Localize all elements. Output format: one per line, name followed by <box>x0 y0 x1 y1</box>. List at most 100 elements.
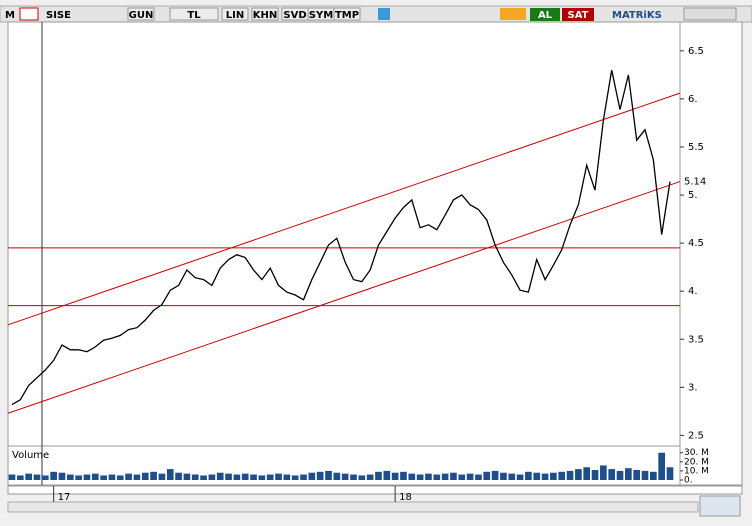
volume-bar <box>575 469 582 480</box>
buy-button[interactable] <box>530 8 560 21</box>
volume-bar <box>491 470 499 480</box>
volume-bar <box>625 468 632 480</box>
volume-bar <box>83 474 91 480</box>
volume-bar <box>341 473 349 480</box>
volume-bar <box>91 473 99 480</box>
volume-bar <box>400 471 407 480</box>
volume-bar <box>283 474 291 480</box>
y-tick-label: 4. <box>688 286 698 297</box>
volume-bar <box>33 474 41 480</box>
volume-bar <box>291 475 299 480</box>
toolbar-button[interactable] <box>251 7 279 21</box>
volume-bar <box>16 475 24 480</box>
toolbar-button-label[interactable]: GUN <box>129 10 154 21</box>
toolbar-button[interactable] <box>169 7 219 21</box>
sell-button[interactable] <box>562 8 594 21</box>
toolbar-button[interactable] <box>221 7 249 21</box>
volume-bar <box>425 473 432 480</box>
symbol[interactable]: SISE <box>46 10 71 21</box>
y-tick-label: 5.5 <box>688 142 704 153</box>
toolbar-button-label[interactable]: TL <box>187 10 201 21</box>
volume-bar <box>108 474 116 480</box>
volume-bar <box>125 473 132 480</box>
x-tick-label: 18 <box>399 492 412 503</box>
volume-bar <box>525 471 532 480</box>
channel-line <box>7 181 681 414</box>
volume-bar <box>441 473 449 480</box>
volume-bar <box>558 471 566 480</box>
twitter-button[interactable] <box>378 8 390 20</box>
toolbar-button-label[interactable]: SVD <box>283 10 306 21</box>
volume-label: Volume <box>12 450 49 461</box>
volume-bar <box>416 474 424 480</box>
volume-bar <box>483 471 491 480</box>
nav-buttons[interactable] <box>699 495 741 517</box>
window-controls[interactable] <box>683 7 737 21</box>
volume-bar <box>241 473 249 480</box>
volume-bar <box>666 467 674 480</box>
volume-bar <box>41 475 49 480</box>
volume-tick-label: 0. <box>684 476 693 486</box>
y-tick-label: 6. <box>688 94 698 105</box>
volume-bar <box>208 474 216 480</box>
volume-bar <box>433 474 441 480</box>
volume-bar <box>266 474 274 480</box>
volume-bar <box>658 452 666 480</box>
volume-bar <box>408 473 416 480</box>
volume-bar <box>100 475 107 480</box>
volume-bar <box>475 474 482 480</box>
volume-bar <box>308 472 316 480</box>
cross-button[interactable] <box>19 7 39 21</box>
toolbar-button-label[interactable]: KHN <box>253 10 278 21</box>
volume-bar <box>233 474 241 480</box>
sell-label[interactable]: SAT <box>568 10 589 21</box>
volume-bar <box>391 472 399 480</box>
volume-bar <box>500 472 507 480</box>
volume-bar <box>141 472 149 480</box>
volume-bar <box>166 469 174 480</box>
volume-bar <box>66 474 74 480</box>
last-price: 5.14 <box>684 177 706 188</box>
volume-bar <box>250 474 257 480</box>
volume-bar <box>50 471 57 480</box>
volume-bar <box>508 473 516 480</box>
volume-bar <box>191 474 199 480</box>
logo[interactable]: M <box>5 10 15 21</box>
y-tick-label: 6.5 <box>688 46 704 57</box>
volume-bar <box>300 474 307 480</box>
toolbar-button[interactable] <box>333 7 361 21</box>
volume-bar <box>633 470 641 480</box>
toolbar-button[interactable] <box>127 7 155 21</box>
volume-tick-label: 10. M <box>684 466 709 476</box>
volume-bar <box>450 472 457 480</box>
volume-bar <box>516 474 524 480</box>
volume-bar <box>650 471 657 480</box>
tool-buttons[interactable] <box>500 8 526 20</box>
volume-bar <box>25 473 32 480</box>
scrollbar[interactable] <box>7 501 699 513</box>
volume-bar <box>358 475 366 480</box>
volume-bar <box>550 472 557 480</box>
volume-tick-label: 30. M <box>684 448 709 458</box>
volume-bar <box>583 467 591 480</box>
volume-bar <box>316 471 324 480</box>
volume-bar <box>608 469 616 480</box>
toolbar-button-label[interactable]: LIN <box>226 10 244 21</box>
last-price-box <box>681 175 711 188</box>
volume-bar <box>75 475 82 480</box>
volume-bar <box>58 472 66 480</box>
volume-bar <box>175 472 182 480</box>
price-line <box>11 69 671 406</box>
toolbar-button-label[interactable]: TMP <box>335 10 359 21</box>
volume-bar <box>150 471 157 480</box>
volume-bar <box>375 471 382 480</box>
toolbar-button-label[interactable]: SYM <box>309 10 333 21</box>
volume-bar <box>325 470 332 480</box>
y-tick-label: 5. <box>688 190 698 201</box>
buy-label[interactable]: AL <box>538 10 553 21</box>
volume-bar <box>183 473 191 480</box>
volume-bar <box>8 474 16 480</box>
volume-tick-label: 20. M <box>684 457 709 467</box>
volume-bar <box>466 473 474 480</box>
